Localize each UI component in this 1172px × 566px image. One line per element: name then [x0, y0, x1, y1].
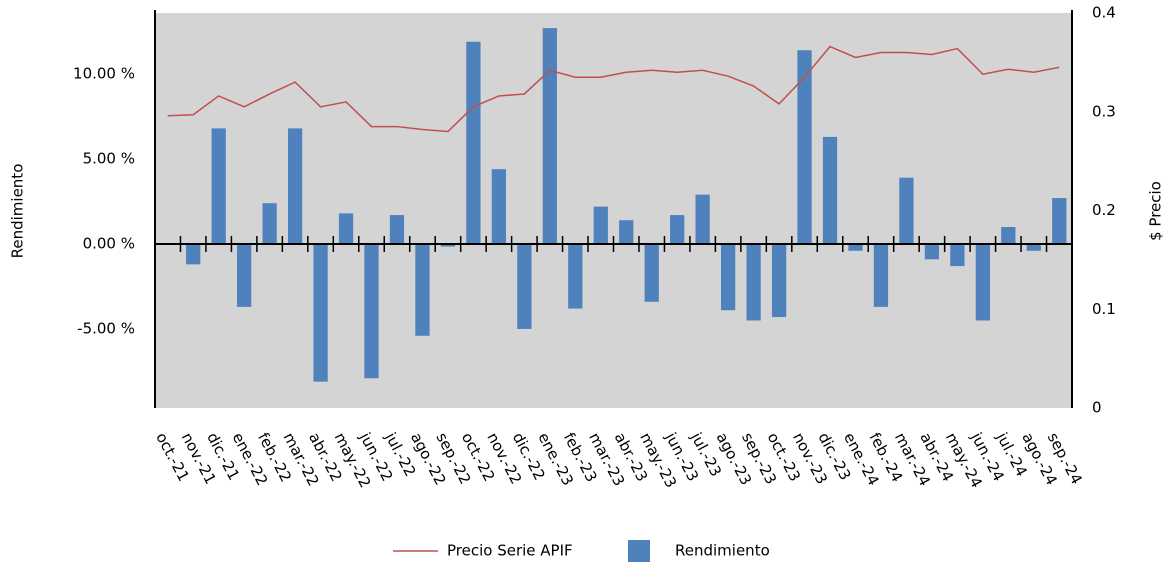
bar [440, 243, 456, 247]
bar [593, 206, 608, 244]
y2-tick-label: 0.2 [1092, 201, 1116, 219]
bar [466, 41, 481, 244]
bar [313, 243, 328, 382]
bar [237, 243, 252, 307]
y2-tick-label: 0.1 [1092, 300, 1116, 318]
bar [619, 220, 634, 244]
bar [211, 128, 226, 244]
bar [950, 243, 965, 267]
legend-bar-swatch [628, 540, 650, 562]
legend-label: Rendimiento [675, 542, 770, 560]
bar [720, 243, 736, 311]
y2-tick-label: 0.3 [1092, 102, 1116, 120]
y2-tick-label: 0 [1092, 399, 1102, 417]
bar [262, 203, 277, 244]
bar [695, 194, 710, 244]
bar [975, 243, 990, 321]
bar [338, 213, 354, 244]
plot-area [155, 13, 1072, 408]
y-axis-title: Rendimiento [9, 164, 27, 259]
bar [1026, 243, 1041, 251]
bar [771, 243, 787, 318]
bar [287, 128, 303, 244]
y2-tick-label: 0.4 [1092, 4, 1116, 22]
bar [848, 243, 863, 251]
y2-axis-title: $ Precio [1147, 181, 1165, 241]
bar [746, 243, 761, 321]
bar [797, 50, 812, 244]
y-tick-label: 10.00 % [73, 65, 135, 83]
bar [1001, 226, 1016, 244]
price-line [167, 45, 1060, 133]
bar [517, 243, 532, 329]
bar [389, 215, 405, 244]
legend-label: Precio Serie APIF [447, 542, 573, 560]
bar [542, 28, 557, 244]
y-tick-label: -5.00 % [77, 319, 135, 337]
bar [1052, 198, 1067, 244]
bar [924, 243, 940, 260]
bar [568, 243, 583, 309]
y-tick-label: 0.00 % [83, 234, 135, 252]
bar [186, 243, 201, 265]
bar [822, 136, 838, 244]
bar [899, 177, 914, 244]
bar [491, 169, 507, 244]
bar [670, 215, 685, 244]
y-tick-label: 5.00 % [83, 150, 135, 168]
bar [644, 243, 659, 302]
bar [415, 243, 430, 336]
bar [873, 243, 889, 307]
bar [364, 243, 379, 379]
